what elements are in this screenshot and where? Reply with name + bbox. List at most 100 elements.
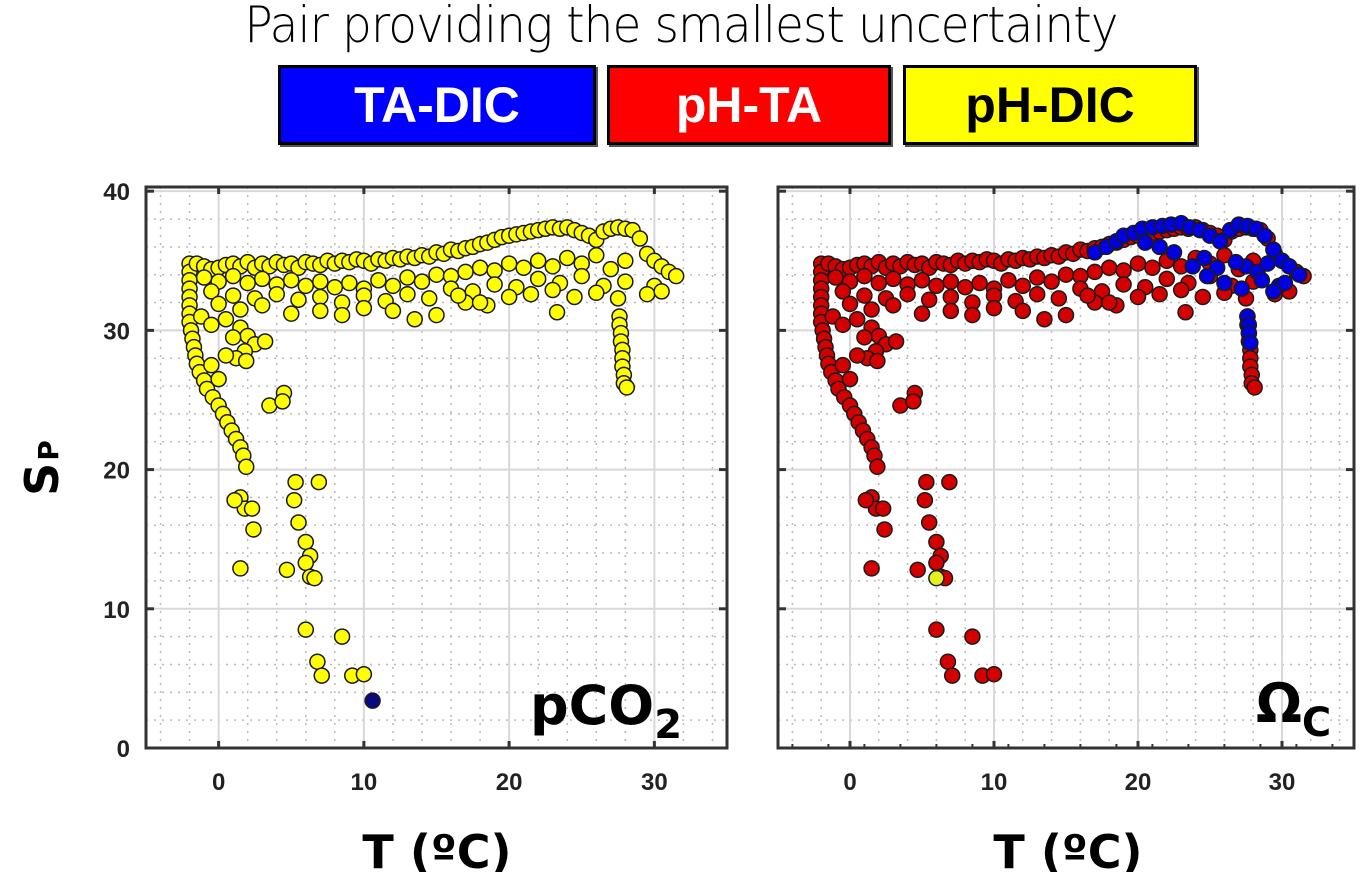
data-point-ph-ta [1043, 273, 1060, 290]
data-point-ta-dic [1151, 238, 1168, 256]
data-point-ph-dic [558, 249, 576, 267]
data-point-ph-ta [985, 299, 1003, 317]
data-point-ph-ta [870, 274, 888, 292]
data-point-ph-dic [457, 263, 474, 281]
x-tick-label: 10 [351, 769, 378, 796]
data-point-ph-ta [874, 500, 892, 517]
data-point-ph-ta [1115, 276, 1132, 293]
data-point-ph-ta [848, 347, 866, 364]
data-point-ta-dic [1165, 244, 1183, 261]
x-tick-label: 30 [1269, 769, 1296, 796]
data-point-ph-ta [1100, 259, 1118, 276]
data-point-ph-dic [566, 288, 583, 306]
legend-label: pH-DIC [965, 77, 1135, 133]
ticks: 0 10 20 30 [778, 187, 1354, 796]
data-point-ph-ta [856, 329, 873, 346]
data-point-ph-dic [370, 272, 387, 289]
data-point-ph-dic [529, 252, 547, 270]
data-point-ph-dic [253, 297, 271, 314]
panel-omega-c: 0 10 20 30 ΩC T (ºC) [776, 185, 1356, 872]
data-point-ph-dic [306, 569, 323, 587]
data-point-ta-dic [1198, 267, 1216, 285]
data-point-ph-ta [856, 267, 873, 285]
data-point-ph-dic [548, 304, 566, 321]
data-point-ph-dic [602, 260, 620, 278]
data-point-ta-dic [1184, 258, 1201, 275]
data-point-ph-dic [253, 270, 271, 288]
data-point-ph-ta [943, 667, 961, 684]
data-point-ph-dic [274, 393, 291, 410]
legend-item-ph-ta: pH-TA [607, 65, 891, 145]
panel-label-sub: 2 [654, 702, 682, 748]
data-point-ph-ta [942, 302, 960, 320]
data-point-ta-dic [1211, 233, 1229, 250]
data-point-ph-dic [617, 252, 634, 270]
data-point-ph-dic [341, 274, 358, 292]
data-point-ph-dic [283, 305, 300, 322]
y-tick-label: 20 [103, 458, 130, 485]
data-point-ph-ta [909, 561, 926, 579]
data-point-ph-ta [1151, 285, 1168, 303]
data-point-ph-ta [884, 270, 902, 288]
data-point-ph-dic [232, 301, 249, 318]
data-point-ta-dic [1291, 266, 1308, 283]
legend-item-ta-dic: TA-DIC [278, 65, 596, 145]
data-point-ph-ta [918, 473, 935, 491]
data-point-ph-ta [928, 554, 945, 572]
data-point-ph-dic [203, 356, 220, 374]
data-point-ph-dic [471, 294, 489, 311]
data-point-ph-dic [210, 370, 227, 388]
data-point-ta-dic [1265, 283, 1282, 300]
data-point-ph-ta [916, 491, 934, 509]
data-point-ph-ta [869, 352, 886, 370]
data-point-ph-ta [827, 269, 844, 286]
data-point-ph-ta [941, 473, 958, 491]
data-point-ta-dic [1242, 334, 1259, 352]
data-point-ph-ta [928, 277, 945, 295]
data-point-ph-dic [544, 258, 561, 275]
data-point-ph-dic [399, 285, 416, 303]
data-point-ph-dic [609, 290, 627, 307]
data-point-ph-ta [905, 393, 922, 410]
y-axis-title-sub: P [32, 440, 65, 461]
data-point-ph-dic [203, 283, 220, 300]
data-point-ph-ta [884, 297, 902, 314]
data-point-ph-ta [913, 272, 931, 289]
data-point-ph-ta [920, 514, 938, 531]
y-tick-label: 40 [103, 179, 130, 206]
data-point-ph-dic [210, 295, 227, 313]
data-point-ph-ta [942, 288, 960, 306]
data-point-ph-ta [1036, 310, 1053, 328]
data-point-ph-dic [384, 302, 402, 320]
data-point-ta-dic [1259, 255, 1276, 272]
data-point-ta-dic [1265, 241, 1282, 258]
data-point-ph-dic [450, 287, 467, 304]
data-point-ph-dic [588, 246, 605, 264]
data-point-ph-ta [928, 621, 945, 638]
data-point-ph-dic [203, 316, 220, 334]
data-point-ph-ta [1100, 294, 1118, 311]
data-point-ph-dic [573, 267, 590, 285]
x-tick-label: 30 [641, 769, 668, 796]
data-point-ta-dic [1136, 234, 1154, 251]
data-point-ph-ta [1129, 255, 1147, 272]
panel-label: ΩC [1256, 672, 1331, 746]
data-point-ph-ta [1172, 281, 1190, 299]
data-point-ph-ta [1079, 287, 1096, 304]
data-point-ph-dic [224, 329, 242, 346]
data-point-ph-dic [471, 259, 489, 276]
data-point-ph-ta [1129, 288, 1147, 306]
data-point-ph-ta [1057, 306, 1075, 324]
data-point-ph-ta [964, 306, 981, 324]
data-point-ph-dic [239, 274, 256, 292]
points [812, 214, 1312, 684]
data-point-ph-dic [522, 285, 540, 303]
data-point-ph-ta [985, 665, 1003, 683]
data-point-ph-dic [309, 653, 326, 670]
data-point-ph-dic [428, 266, 445, 283]
y-axis-title-text: SP [15, 440, 69, 496]
points [181, 219, 685, 709]
data-point-ph-ta [964, 628, 981, 645]
data-point-ph-dic [420, 290, 438, 307]
data-point-ph-ta [971, 274, 988, 292]
